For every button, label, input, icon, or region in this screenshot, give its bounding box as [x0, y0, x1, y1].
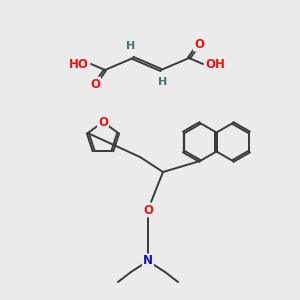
Text: H: H [158, 77, 168, 87]
Text: H: H [126, 41, 136, 51]
Text: OH: OH [205, 58, 225, 70]
Text: N: N [143, 254, 153, 268]
Text: O: O [143, 203, 153, 217]
Text: HO: HO [69, 58, 89, 70]
Text: O: O [194, 38, 204, 50]
Text: O: O [98, 116, 108, 128]
Text: O: O [90, 77, 100, 91]
